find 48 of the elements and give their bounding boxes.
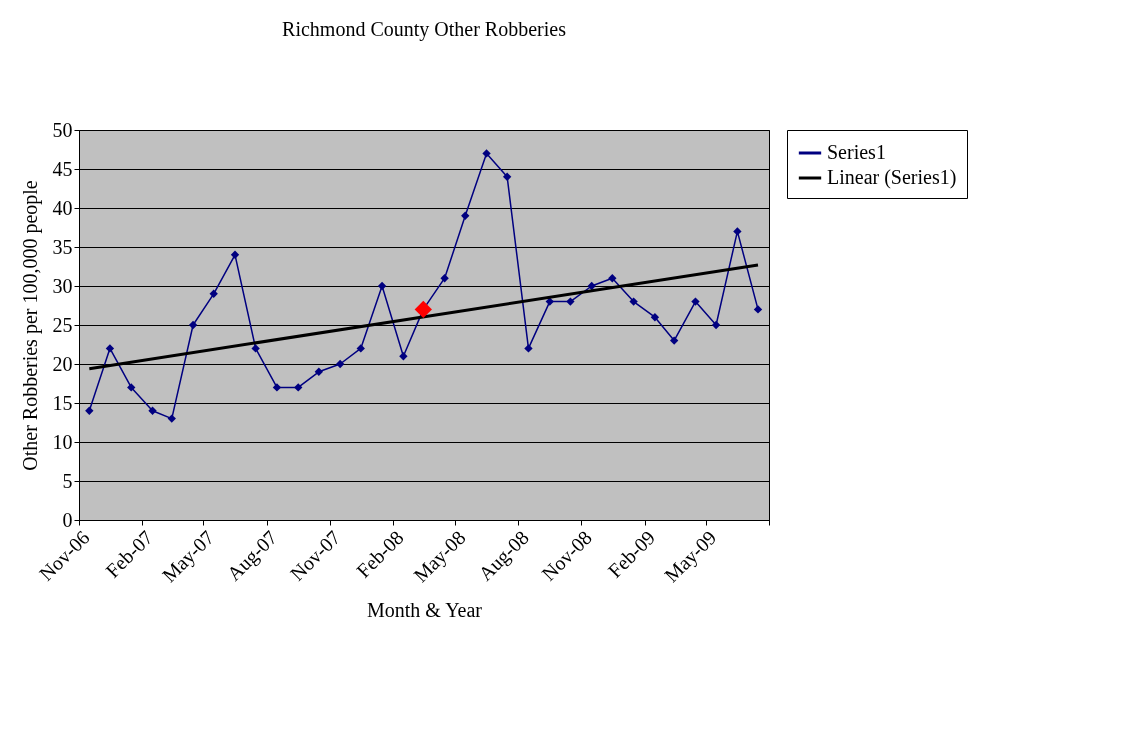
point [188,320,198,330]
point [545,297,554,306]
point [105,344,115,353]
y-tick-label: 10 [52,430,73,453]
y-tick-label: 0 [62,508,73,531]
point [669,336,679,345]
y-tick-label: 45 [52,157,73,180]
point [650,313,660,322]
point [148,406,157,415]
point [314,367,324,376]
point [482,149,491,158]
point [85,406,94,415]
point [608,274,617,283]
y-tick-label: 5 [62,469,73,492]
point [414,300,432,319]
point [251,344,260,353]
point [167,414,176,423]
point [566,297,575,306]
y-tick-label: 35 [52,235,73,258]
point [524,344,533,353]
y-axis-title: Other Robberies per 100,000 people [18,180,42,471]
y-tick-label: 15 [52,391,73,414]
point [356,344,365,353]
point [230,250,240,259]
point [461,211,470,220]
point [691,297,700,306]
point [733,227,742,236]
point [711,320,721,330]
point [440,274,449,283]
point [753,305,763,314]
y-tick-label: 40 [52,196,73,219]
point [127,383,136,392]
point [377,281,387,291]
y-tick-label: 50 [52,118,73,141]
y-tick-label: 30 [52,274,73,297]
chart-title: Richmond County Other Robberies [282,18,567,41]
point [629,297,638,306]
point [399,352,408,361]
point [272,383,282,392]
y-tick-label: 25 [52,313,73,336]
point [294,383,303,392]
legend-label: Linear (Series1) [827,166,957,189]
point [502,172,512,181]
point [335,359,345,369]
x-axis-title: Month & Year [366,599,483,622]
y-tick-label: 20 [52,352,73,375]
point [209,289,218,298]
legend-label: Series1 [827,141,886,163]
